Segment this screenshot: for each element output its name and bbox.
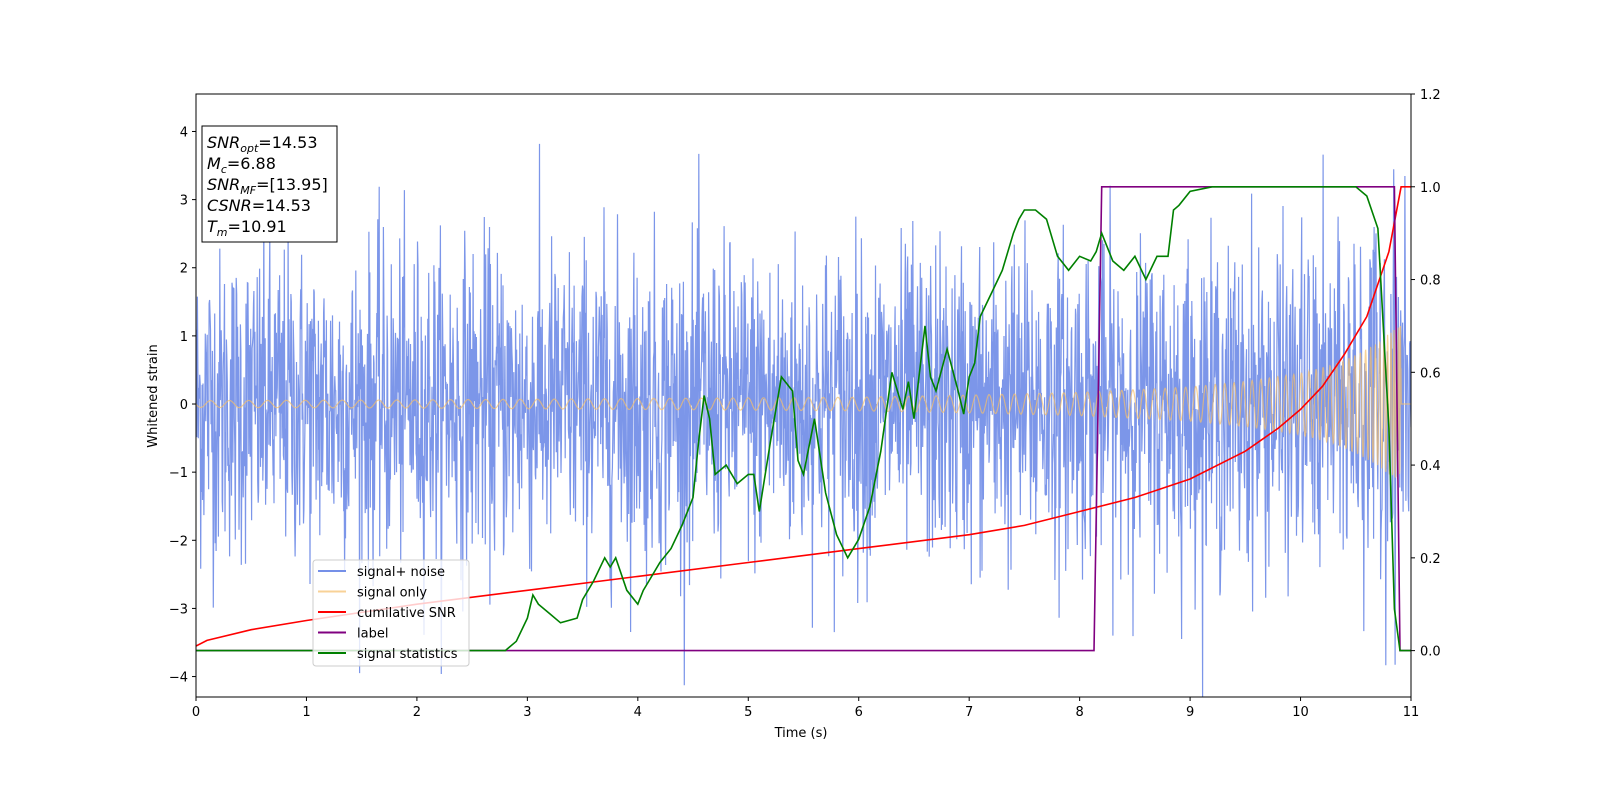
legend-label: signal statistics (357, 647, 458, 662)
series-signal-only (196, 326, 1411, 480)
annotation-line: Tm=10.91 (207, 217, 287, 239)
plot-frame (195, 93, 1412, 698)
y-tick-label: 3 (180, 194, 188, 209)
x-tick-label: 1 (302, 705, 310, 720)
y2-tick-label: 0.4 (1420, 459, 1441, 474)
y2-tick-label: 0.2 (1420, 552, 1441, 567)
y2-tick-label: 1.0 (1420, 181, 1441, 196)
x-tick-label: 7 (965, 705, 973, 720)
y-tick-label: −2 (169, 534, 188, 549)
y-axis-left: −4 −3 −2 −1 0 1 2 3 4 (169, 125, 196, 686)
x-tick-label: 11 (1403, 705, 1420, 720)
x-tick-label: 3 (523, 705, 531, 720)
y2-tick-label: 0.8 (1420, 274, 1441, 289)
x-axis: 0 1 2 3 4 5 6 7 8 9 10 11 (192, 697, 1419, 720)
annotation-line: Mc=6.88 (207, 154, 276, 176)
x-tick-label: 5 (744, 705, 752, 720)
legend-label: signal+ noise (357, 565, 445, 580)
x-axis-label: Time (s) (774, 726, 828, 741)
annotation-line: CSNR=14.53 (207, 196, 311, 215)
y-tick-label: −3 (169, 602, 188, 617)
x-tick-label: 2 (413, 705, 421, 720)
y-tick-label: 2 (180, 262, 188, 277)
y-axis-label: Whitened strain (146, 344, 161, 447)
y2-tick-label: 0.6 (1420, 366, 1441, 381)
y-tick-label: −1 (169, 466, 188, 481)
x-tick-label: 0 (192, 705, 200, 720)
y-tick-label: 4 (180, 125, 188, 140)
x-tick-label: 6 (855, 705, 863, 720)
annotation-line: SNRopt=14.53 (207, 133, 318, 155)
legend-label: label (357, 627, 388, 642)
y-tick-label: 1 (180, 330, 188, 345)
y2-tick-label: 1.2 (1420, 88, 1441, 103)
series-signal-statistics (196, 186, 1411, 652)
series-signal-plus-noise (196, 143, 1411, 697)
y-axis-right: 0.0 0.2 0.4 0.6 0.8 1.0 1.2 (1411, 88, 1441, 660)
y-tick-label: 0 (180, 398, 188, 413)
x-tick-label: 8 (1075, 705, 1083, 720)
y-tick-label: −4 (169, 671, 188, 686)
legend-label: cumilative SNR (357, 606, 456, 621)
x-tick-label: 9 (1186, 705, 1194, 720)
legend-label: signal only (357, 586, 427, 601)
legend: signal+ noise signal only cumilative SNR la… (312, 559, 470, 667)
annotation-box: SNRopt=14.53Mc=6.88SNRMF=[13.95]CSNR=14.… (201, 125, 338, 243)
y2-tick-label: 0.0 (1420, 645, 1441, 660)
x-tick-label: 4 (634, 705, 642, 720)
x-tick-label: 10 (1292, 705, 1309, 720)
annotation-line: SNRMF=[13.95] (207, 175, 328, 197)
